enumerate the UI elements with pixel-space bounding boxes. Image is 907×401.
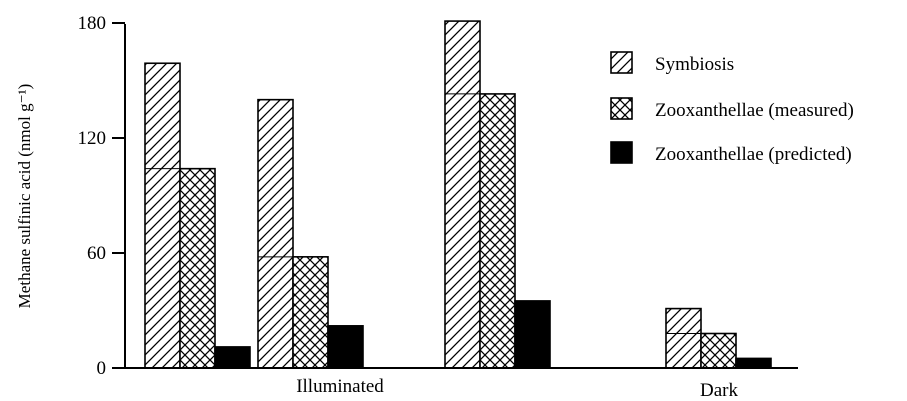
bar-symbiosis	[144, 62, 181, 369]
bar-zoox-predicted	[214, 346, 251, 369]
y-ticks: 0 60 120 180	[78, 13, 125, 379]
bar-symbiosis	[257, 98, 294, 369]
axes	[124, 24, 798, 369]
bar-symbiosis	[444, 20, 481, 369]
bars-layer	[144, 20, 772, 369]
y-tick-label: 60	[87, 243, 106, 264]
legend-swatch-zoox-predicted	[610, 141, 633, 164]
legend-label-zoox-predicted: Zooxanthellae (predicted)	[655, 144, 852, 165]
bar-zoox-predicted	[735, 357, 772, 369]
bar-zoox-measured	[292, 256, 329, 369]
group-label-dark: Dark	[700, 380, 738, 401]
legend-label-zoox-measured: Zooxanthellae (measured)	[655, 100, 854, 121]
bar-zoox-predicted	[514, 300, 551, 369]
legend: Symbiosis Zooxanthellae (measured) Zooxa…	[610, 51, 854, 165]
legend-swatch-symbiosis	[610, 51, 633, 74]
bar-zoox-measured	[700, 332, 737, 369]
bar-zoox-measured	[179, 167, 216, 369]
legend-swatch-zoox-measured	[610, 97, 633, 120]
y-axis-title: Methane sulfinic acid (nmol g⁻¹)	[15, 84, 34, 309]
y-tick-label: 120	[78, 128, 107, 149]
bar-zoox-predicted	[327, 325, 364, 369]
y-tick-label: 0	[97, 358, 107, 379]
y-tick-label: 180	[78, 13, 107, 34]
bar-zoox-measured	[479, 93, 516, 369]
group-label-illuminated: Illuminated	[296, 376, 384, 397]
bar-symbiosis	[665, 307, 702, 369]
legend-label-symbiosis: Symbiosis	[655, 54, 734, 75]
